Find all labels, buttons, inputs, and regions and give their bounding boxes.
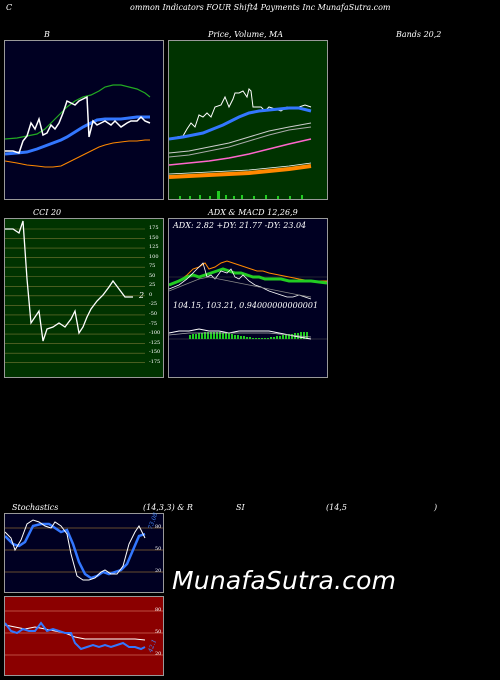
cci-axis-tick: 125 (149, 244, 159, 251)
header-c-letter: C (6, 3, 13, 12)
macd-histogram-bar (213, 332, 215, 339)
macd-histogram-bar (195, 334, 197, 339)
price-volume-ma-chart (168, 40, 328, 200)
bands-label: Bands 20,2 (396, 30, 442, 39)
macd-histogram-bar (210, 332, 212, 339)
macd-histogram-bar (198, 333, 200, 339)
macd-histogram-bar (279, 336, 281, 339)
bands-b-label: B (44, 30, 50, 39)
bands-chart (4, 40, 164, 200)
cci-axis-tick: 25 (149, 282, 156, 289)
cci-axis-tick: -75 (149, 320, 158, 327)
macd-histogram-bar (258, 338, 260, 339)
adx-macd-chart: ADX: 2.82 +DY: 21.77 -DY: 23.04 104.15, … (168, 218, 328, 378)
macd-histogram-bar (267, 338, 269, 339)
cci-label: CCI 20 (33, 208, 62, 217)
macd-histogram-bar (303, 332, 305, 339)
macd-histogram-bar (276, 336, 278, 339)
cci-axis-tick: -175 (149, 358, 161, 365)
macd-histogram-bar (234, 335, 236, 339)
macd-histogram-bar (246, 337, 248, 339)
cci-axis-tick: -150 (149, 349, 161, 356)
adx-macd-label: ADX & MACD 12,26,9 (208, 208, 298, 217)
cci-axis-tick: -25 (149, 301, 158, 308)
macd-histogram-bar (201, 333, 203, 339)
macd-histogram-bar (306, 332, 308, 339)
axis-tick: 20 (155, 568, 162, 574)
macd-histogram-bar (300, 332, 302, 339)
macd-histogram-bar (243, 336, 245, 339)
cci-axis-tick: -50 (149, 310, 158, 317)
macd-histogram-bar (237, 335, 239, 339)
adx-values: ADX: 2.82 +DY: 21.77 -DY: 23.04 (173, 221, 307, 230)
macd-histogram-bar (285, 335, 287, 339)
macd-histogram-bar (192, 334, 194, 339)
macd-histogram-bar (291, 334, 293, 339)
macd-histogram-bar (252, 338, 254, 339)
macd-histogram-bar (222, 333, 224, 339)
macd-values: 104.15, 103.21, 0.94000000000001 (173, 301, 319, 310)
macd-histogram-bar (216, 332, 218, 339)
macd-histogram-bar (231, 334, 233, 339)
si-label: SI (236, 503, 245, 512)
axis-tick: 50 (155, 546, 162, 552)
axis-tick: 50 (155, 629, 162, 635)
macd-histogram-bar (204, 332, 206, 339)
cci-axis-tick: 175 (149, 225, 159, 231)
stochastics-label: Stochastics (12, 503, 59, 512)
macd-histogram-bar (207, 332, 209, 339)
rsi-params-label: (14,5 (326, 503, 347, 512)
watermark: MunafaSutra.com (172, 566, 397, 595)
stoch-params-label: (14,3,3) & R (143, 503, 193, 512)
axis-tick: 20 (155, 651, 162, 657)
macd-histogram-bar (240, 336, 242, 339)
macd-histogram-bar (261, 338, 263, 339)
cci-axis-tick: -125 (149, 339, 161, 346)
cci-axis-tick: 0 (149, 291, 153, 298)
macd-histogram-bar (225, 333, 227, 339)
cci-axis-tick: 150 (149, 234, 159, 241)
macd-histogram-bar (270, 337, 272, 339)
rsi-close-label: ) (434, 503, 438, 512)
axis-tick: 80 (155, 607, 162, 613)
macd-histogram-bar (273, 337, 275, 339)
cci-axis-tick: 100 (149, 253, 159, 260)
macd-histogram-bar (255, 338, 257, 339)
price-ma-label: Price, Volume, MA (208, 30, 284, 39)
cci-axis-tick: -100 (149, 330, 161, 337)
axis-tick: 80 (155, 524, 162, 530)
macd-histogram-bar (249, 337, 251, 339)
macd-histogram-bar (282, 335, 284, 339)
macd-histogram-bar (219, 332, 221, 339)
page-title: ommon Indicators FOUR Shift4 Payments In… (130, 3, 391, 12)
macd-histogram-bar (189, 335, 191, 339)
macd-histogram-bar (288, 334, 290, 339)
cci-axis-tick: 50 (149, 272, 156, 279)
macd-histogram-bar (228, 333, 230, 339)
cci-current-value: 2 (139, 291, 145, 300)
stochastics-chart: 80 50 20 73.08 (4, 512, 164, 593)
macd-histogram-bar (264, 338, 266, 339)
cci-chart: 175 150 125 100 75 50 25 0 -25 -50 -75 -100 -125 -150… (4, 218, 164, 378)
cci-axis-tick: 75 (149, 263, 156, 270)
rsi-chart: 80 50 20 42.1 (4, 596, 164, 676)
